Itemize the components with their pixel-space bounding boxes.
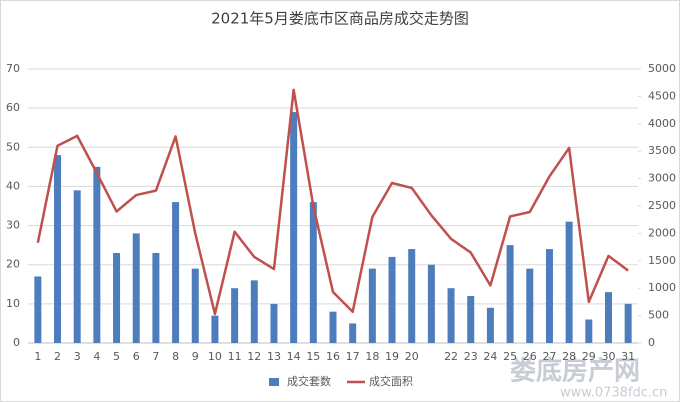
x-tick-label: 23 (464, 350, 478, 363)
x-tick-label: 1 (34, 350, 41, 363)
bar (427, 264, 435, 343)
y-tick-label: 50 (6, 140, 20, 153)
x-tick-label: 12 (247, 350, 261, 363)
x-tick-label: 30 (601, 350, 615, 363)
y2-tick-label: 1500 (648, 254, 676, 267)
x-tick-label: 19 (385, 350, 399, 363)
bar (231, 288, 239, 343)
y2-tick-label: 3000 (648, 172, 676, 185)
legend-label: 成交面积 (369, 374, 413, 388)
bar (250, 280, 258, 343)
x-tick-label: 4 (93, 350, 100, 363)
chart-title: 2021年5月娄底市区商品房成交走势图 (211, 10, 469, 28)
y-tick-label: 70 (6, 62, 20, 75)
y-tick-label: 0 (13, 336, 20, 349)
y2-tick-label: 2500 (648, 199, 676, 212)
x-tick-label: 31 (621, 350, 635, 363)
bar (486, 307, 494, 343)
watermark: 娄底房产网 (510, 356, 640, 387)
bar (349, 323, 357, 343)
watermark-url: www.0738fdc.cn (560, 386, 667, 401)
bar (526, 268, 534, 343)
x-tick-label: 6 (133, 350, 140, 363)
y2-tick-label: 0 (648, 336, 655, 349)
x-tick-label: 28 (562, 350, 576, 363)
bar (506, 245, 514, 343)
y2-tick-label: 4500 (648, 89, 676, 102)
bar (447, 288, 455, 343)
bar (388, 256, 396, 343)
bar (309, 202, 317, 343)
x-tick-label: 9 (192, 350, 199, 363)
x-tick-label: 5 (113, 350, 120, 363)
x-tick-label: 22 (444, 350, 458, 363)
y-tick-label: 60 (6, 101, 20, 114)
x-tick-label: 27 (542, 350, 556, 363)
y-tick-label: 20 (6, 258, 20, 271)
bar (329, 311, 337, 343)
x-tick-label: 15 (306, 350, 320, 363)
bar (113, 252, 121, 343)
x-tick-label: 18 (365, 350, 379, 363)
y2-tick-label: 500 (648, 309, 669, 322)
bar (545, 249, 553, 343)
y-tick-label: 30 (6, 219, 20, 232)
y2-tick-label: 5000 (648, 62, 676, 75)
bar (172, 202, 180, 343)
bar (624, 303, 632, 343)
x-tick-label: 14 (287, 350, 301, 363)
bar (585, 319, 593, 343)
line (36, 88, 629, 316)
x-tick-label: 25 (503, 350, 517, 363)
x-tick-label: 26 (523, 350, 537, 363)
bar (467, 296, 475, 343)
x-tick-label: 29 (582, 350, 596, 363)
bar (132, 233, 140, 343)
y2-tick-label: 3500 (648, 144, 676, 157)
bar (211, 315, 219, 343)
legend-swatch (269, 378, 279, 386)
x-tick-label: 2 (54, 350, 61, 363)
y-tick-label: 10 (6, 297, 20, 310)
x-tick-label: 11 (228, 350, 242, 363)
bar (34, 276, 42, 343)
x-tick-label: 17 (346, 350, 360, 363)
bar (191, 268, 199, 343)
x-tick-label: 20 (405, 350, 419, 363)
y2-tick-label: 2000 (648, 226, 676, 239)
bar (368, 268, 376, 343)
x-tick-label: 16 (326, 350, 340, 363)
bar (270, 303, 278, 343)
bar (73, 190, 81, 343)
bar (93, 166, 101, 343)
bar (408, 249, 416, 343)
bar (152, 252, 160, 343)
bar (54, 155, 62, 343)
x-tick-label: 10 (208, 350, 222, 363)
x-tick-label: 8 (172, 350, 179, 363)
y2-tick-label: 4000 (648, 117, 676, 130)
x-tick-label: 7 (152, 350, 159, 363)
bar (604, 292, 612, 343)
y-tick-label: 40 (6, 179, 20, 192)
x-tick-label: 3 (74, 350, 81, 363)
legend-label: 成交套数 (287, 374, 331, 388)
bar (290, 112, 298, 343)
bar (565, 221, 573, 343)
x-tick-label: 13 (267, 350, 281, 363)
x-tick-label: 24 (483, 350, 497, 363)
y2-tick-label: 1000 (648, 281, 676, 294)
